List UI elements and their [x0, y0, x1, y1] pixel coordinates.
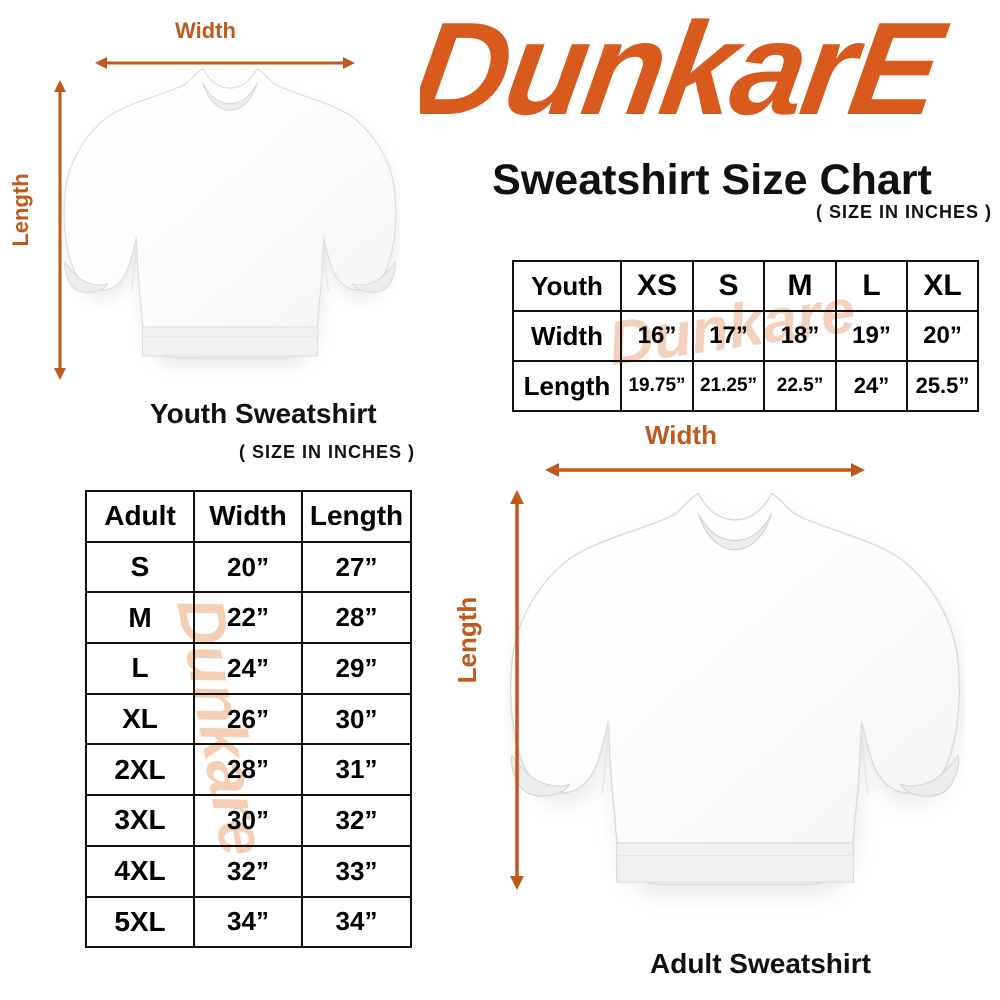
svg-text:DunkarE: DunkarE — [420, 2, 955, 143]
